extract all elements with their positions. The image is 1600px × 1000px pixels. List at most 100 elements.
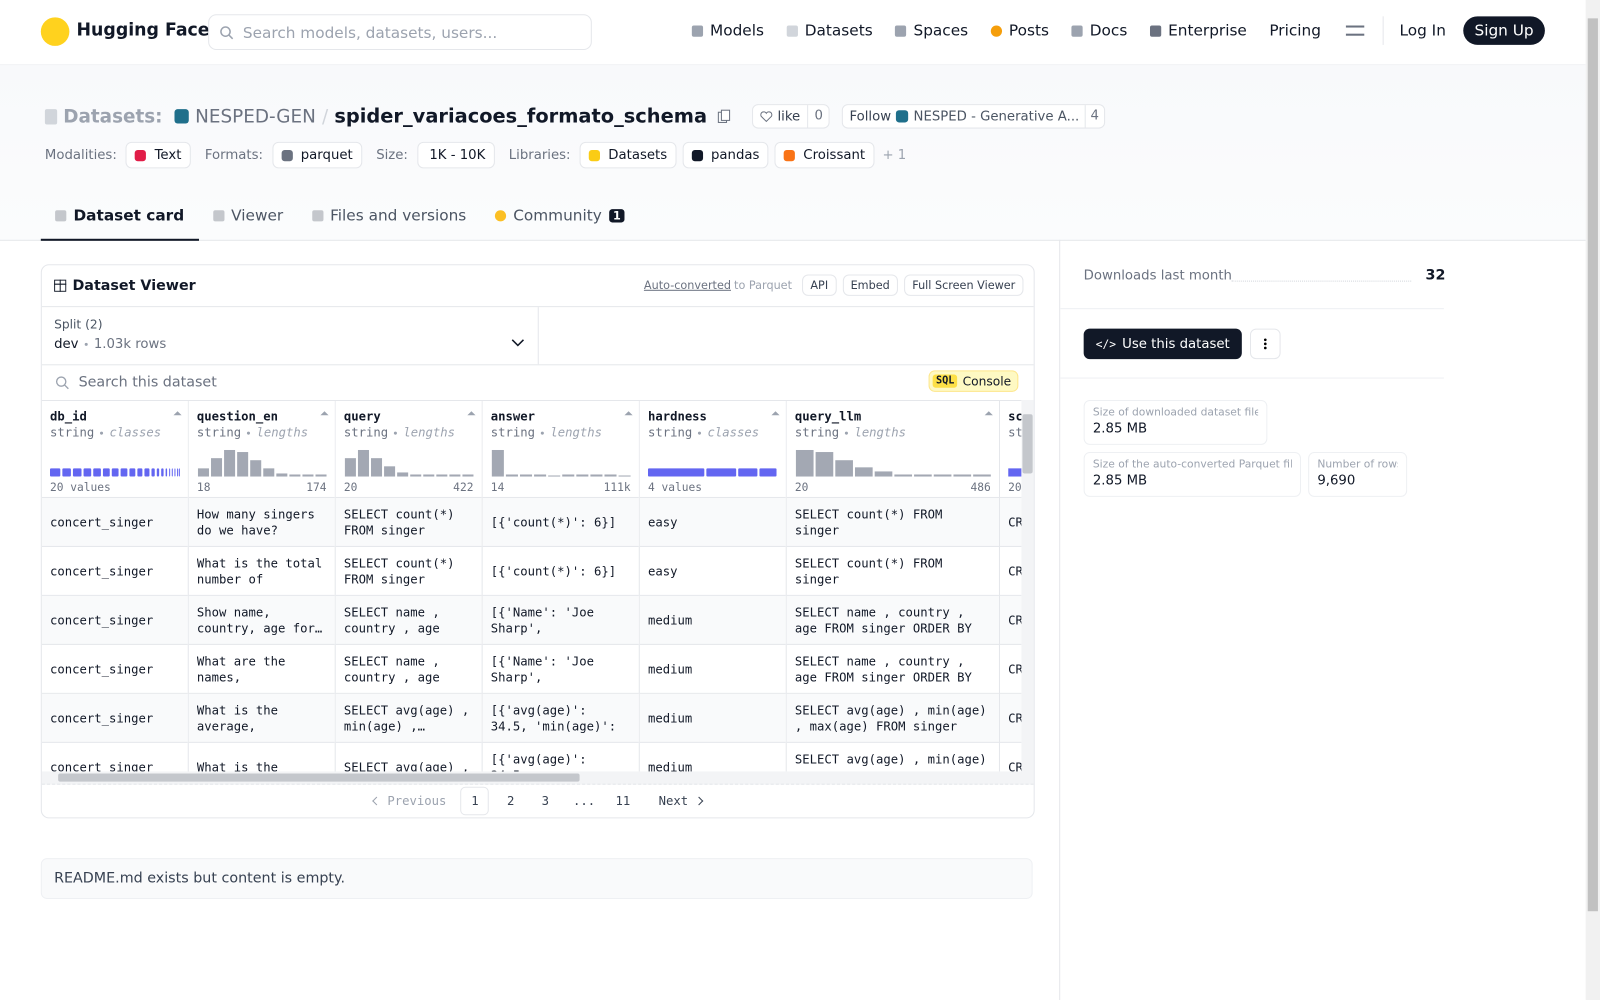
class-bar[interactable] xyxy=(72,468,82,477)
api-button[interactable]: API xyxy=(802,274,837,296)
cell[interactable]: How many singers do we have? xyxy=(188,497,335,547)
tab[interactable]: Dataset card xyxy=(40,192,199,241)
histogram-bar[interactable] xyxy=(384,466,396,477)
nav-link[interactable]: Datasets xyxy=(786,21,873,40)
class-bar[interactable] xyxy=(165,468,168,477)
class-bar[interactable] xyxy=(156,468,160,477)
nav-link[interactable]: Pricing xyxy=(1269,21,1321,39)
follow-button[interactable]: Follow NESPED - Generative A... 4 xyxy=(842,104,1106,129)
histogram-bar[interactable] xyxy=(914,474,932,477)
class-bar[interactable] xyxy=(151,468,155,477)
class-bar[interactable] xyxy=(144,468,150,477)
search-box[interactable]: Search models, datasets, users... xyxy=(208,14,592,50)
histogram-bar[interactable] xyxy=(410,474,422,477)
histogram-bar[interactable] xyxy=(894,474,913,477)
page-scrollbar[interactable] xyxy=(1585,0,1600,1000)
class-bar[interactable] xyxy=(83,468,92,477)
tag-chip[interactable]: Croissant xyxy=(774,141,875,169)
histogram-bar[interactable] xyxy=(344,458,356,477)
class-bar[interactable] xyxy=(706,468,737,477)
class-bar[interactable] xyxy=(1008,468,1022,477)
class-bar[interactable] xyxy=(647,468,705,477)
more-button[interactable] xyxy=(1249,328,1281,360)
cell[interactable]: SELECT avg(age) , min(age) , xyxy=(787,743,999,773)
cell[interactable]: concert_singer xyxy=(41,497,188,547)
histogram-bar[interactable] xyxy=(973,474,991,477)
cell[interactable]: SELECT avg(age) , min(age) , max(age) FR… xyxy=(786,693,999,743)
logo-text[interactable]: Hugging Face xyxy=(76,20,210,41)
histogram-bar[interactable] xyxy=(462,474,474,477)
histogram-bar[interactable] xyxy=(795,449,814,477)
cell[interactable]: easy xyxy=(639,547,786,596)
fullscreen-button[interactable]: Full Screen Viewer xyxy=(904,274,1024,296)
cell[interactable]: concert_singer xyxy=(42,743,188,773)
search-dataset[interactable]: Search this dataset xyxy=(78,373,217,391)
histogram-bar[interactable] xyxy=(436,474,448,477)
class-bar[interactable] xyxy=(177,468,179,477)
cell[interactable]: CR ( xyxy=(999,547,1022,596)
tag-chip[interactable]: Text xyxy=(126,141,191,169)
tab[interactable]: Community 1 xyxy=(481,192,640,239)
page-number[interactable]: 2 xyxy=(506,793,515,809)
histogram-bar[interactable] xyxy=(449,474,461,477)
cell[interactable]: [{'count(*)': 6}] xyxy=(482,547,639,596)
page-scroll-thumb[interactable] xyxy=(1587,18,1598,912)
histogram-bar[interactable] xyxy=(302,474,314,477)
cell[interactable]: SELECT name , country , age FROM singer … xyxy=(786,595,999,645)
cell[interactable]: Show name, country, age for… xyxy=(188,595,335,645)
cell[interactable]: [{'Name': 'Joe Sharp', 'Country':… xyxy=(482,595,639,645)
logo-icon[interactable] xyxy=(40,17,70,46)
cell[interactable]: What are the names, countries,… xyxy=(188,645,335,694)
histogram-bar[interactable] xyxy=(953,474,972,477)
split-select[interactable]: Split (2) dev 1.03k rows xyxy=(42,307,539,365)
nav-link[interactable]: Docs xyxy=(1071,21,1127,40)
cell[interactable]: CR ( xyxy=(999,645,1022,694)
histogram-bar[interactable] xyxy=(315,474,327,477)
tag-chip[interactable]: parquet xyxy=(272,141,362,169)
nav-link[interactable]: Models xyxy=(691,21,764,40)
use-dataset-button[interactable]: </> Use this dataset xyxy=(1083,328,1242,360)
histogram-bar[interactable] xyxy=(854,467,873,477)
h-scrollbar[interactable] xyxy=(41,771,1034,785)
next[interactable]: Next xyxy=(652,788,708,815)
menu-icon[interactable] xyxy=(1345,25,1364,36)
signup[interactable]: Sign Up xyxy=(1463,16,1545,45)
histogram-bar[interactable] xyxy=(224,449,236,477)
nav-link[interactable]: Enterprise xyxy=(1149,21,1247,40)
histogram-bar[interactable] xyxy=(423,474,435,477)
tag-chip[interactable]: 1K - 10K xyxy=(417,141,495,169)
tag-chip[interactable]: Datasets xyxy=(579,141,677,169)
cell[interactable]: SELECT count(*) FROM singer xyxy=(786,547,999,596)
cell[interactable]: [{'avg(age)': 34.5, xyxy=(483,743,639,773)
prev[interactable]: Previous xyxy=(367,788,453,815)
nav-link[interactable]: Posts xyxy=(990,21,1049,40)
login[interactable]: Log In xyxy=(1399,21,1446,40)
class-bar[interactable] xyxy=(161,468,164,477)
cell[interactable]: SELECT name , country , age FROM singer … xyxy=(786,645,999,694)
cell[interactable]: CR ( xyxy=(999,693,1022,743)
class-bar[interactable] xyxy=(129,468,136,477)
cell[interactable]: medium xyxy=(639,645,786,694)
class-bar[interactable] xyxy=(120,468,128,477)
sql-console[interactable]: SQL Console xyxy=(928,370,1019,392)
histogram-bar[interactable] xyxy=(357,449,369,477)
cell[interactable]: medium xyxy=(639,693,786,743)
histogram-bar[interactable] xyxy=(519,474,533,477)
page-number[interactable]: 1 xyxy=(460,786,490,816)
cell[interactable]: SELECT count(*) FROM singer xyxy=(786,497,999,547)
cell[interactable]: [{'avg(age)': 34.5, 'min(age)': 25,… xyxy=(482,693,639,743)
histogram-bar[interactable] xyxy=(562,474,575,477)
cell[interactable]: What is the average, minimum,… xyxy=(188,693,335,743)
class-bar[interactable] xyxy=(759,468,777,477)
histogram-bar[interactable] xyxy=(211,458,223,477)
cell[interactable]: SELECT count(*) FROM singer xyxy=(335,497,482,547)
class-bar[interactable] xyxy=(111,468,119,477)
class-bar[interactable] xyxy=(174,468,176,477)
tab[interactable]: Files and versions xyxy=(297,192,480,239)
cell[interactable]: CR xyxy=(1000,743,1021,773)
cell[interactable]: medium xyxy=(639,595,786,645)
cell[interactable]: concert_singer xyxy=(41,595,188,645)
histogram-bar[interactable] xyxy=(604,474,617,477)
class-bar[interactable] xyxy=(738,468,758,477)
cell[interactable]: medium xyxy=(640,743,786,773)
